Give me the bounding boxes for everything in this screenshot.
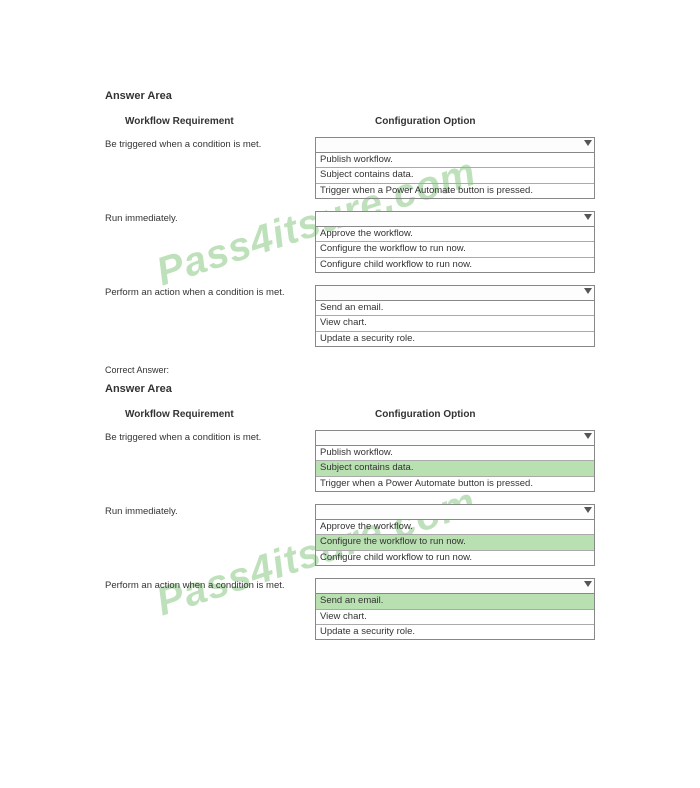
config-cell: Publish workflow.Subject contains data.T… [315,137,595,199]
dropdown-option[interactable]: Trigger when a Power Automate button is … [316,476,594,491]
dropdown-select[interactable] [315,285,595,301]
dropdown-option[interactable]: Configure child workflow to run now. [316,257,594,272]
dropdown-option[interactable]: Send an email. [316,594,594,608]
dropdown-option[interactable]: Configure the workflow to run now. [316,241,594,256]
dropdown-option[interactable]: Approve the workflow. [316,227,594,241]
config-cell: Publish workflow.Subject contains data.T… [315,430,595,492]
page-content: Answer Area Workflow Requirement Configu… [105,90,595,652]
dropdown-option[interactable]: View chart. [316,609,594,624]
option-list: Send an email.View chart.Update a securi… [315,594,595,640]
dropdown-option[interactable]: Send an email. [316,301,594,315]
dropdown-option[interactable]: Update a security role. [316,331,594,346]
header-configuration-option: Configuration Option [335,116,595,127]
config-cell: Send an email.View chart.Update a securi… [315,578,595,640]
requirement-text: Perform an action when a condition is me… [105,285,315,347]
column-headers: Workflow Requirement Configuration Optio… [105,409,595,420]
dropdown-select[interactable] [315,211,595,227]
requirement-row: Perform an action when a condition is me… [105,285,595,347]
requirement-row: Be triggered when a condition is met.Pub… [105,430,595,492]
config-cell: Approve the workflow.Configure the workf… [315,504,595,566]
requirement-text: Run immediately. [105,504,315,566]
requirement-row: Run immediately.Approve the workflow.Con… [105,504,595,566]
requirement-text: Perform an action when a condition is me… [105,578,315,640]
dropdown-select[interactable] [315,504,595,520]
option-list: Approve the workflow.Configure the workf… [315,227,595,273]
dropdown-select[interactable] [315,137,595,153]
chevron-down-icon [584,507,592,513]
dropdown-option[interactable]: View chart. [316,315,594,330]
dropdown-option[interactable]: Subject contains data. [316,460,594,475]
config-cell: Approve the workflow.Configure the workf… [315,211,595,273]
chevron-down-icon [584,581,592,587]
requirement-text: Run immediately. [105,211,315,273]
dropdown-option[interactable]: Subject contains data. [316,167,594,182]
requirement-text: Be triggered when a condition is met. [105,430,315,492]
header-workflow-requirement: Workflow Requirement [105,409,335,420]
correct-answer-label: Correct Answer: [105,365,595,375]
requirement-row: Perform an action when a condition is me… [105,578,595,640]
dropdown-select[interactable] [315,578,595,594]
requirement-row: Run immediately.Approve the workflow.Con… [105,211,595,273]
dropdown-select[interactable] [315,430,595,446]
option-list: Publish workflow.Subject contains data.T… [315,446,595,492]
column-headers: Workflow Requirement Configuration Optio… [105,116,595,127]
dropdown-option[interactable]: Configure the workflow to run now. [316,534,594,549]
dropdown-option[interactable]: Trigger when a Power Automate button is … [316,183,594,198]
dropdown-option[interactable]: Publish workflow. [316,446,594,460]
dropdown-option[interactable]: Publish workflow. [316,153,594,167]
header-workflow-requirement: Workflow Requirement [105,116,335,127]
dropdown-option[interactable]: Update a security role. [316,624,594,639]
chevron-down-icon [584,214,592,220]
chevron-down-icon [584,433,592,439]
chevron-down-icon [584,140,592,146]
dropdown-option[interactable]: Approve the workflow. [316,520,594,534]
config-cell: Send an email.View chart.Update a securi… [315,285,595,347]
option-list: Publish workflow.Subject contains data.T… [315,153,595,199]
answer-area-title: Answer Area [105,90,595,102]
chevron-down-icon [584,288,592,294]
option-list: Send an email.View chart.Update a securi… [315,301,595,347]
dropdown-option[interactable]: Configure child workflow to run now. [316,550,594,565]
option-list: Approve the workflow.Configure the workf… [315,520,595,566]
header-configuration-option: Configuration Option [335,409,595,420]
answer-area-title: Answer Area [105,383,595,395]
requirement-row: Be triggered when a condition is met.Pub… [105,137,595,199]
requirement-text: Be triggered when a condition is met. [105,137,315,199]
